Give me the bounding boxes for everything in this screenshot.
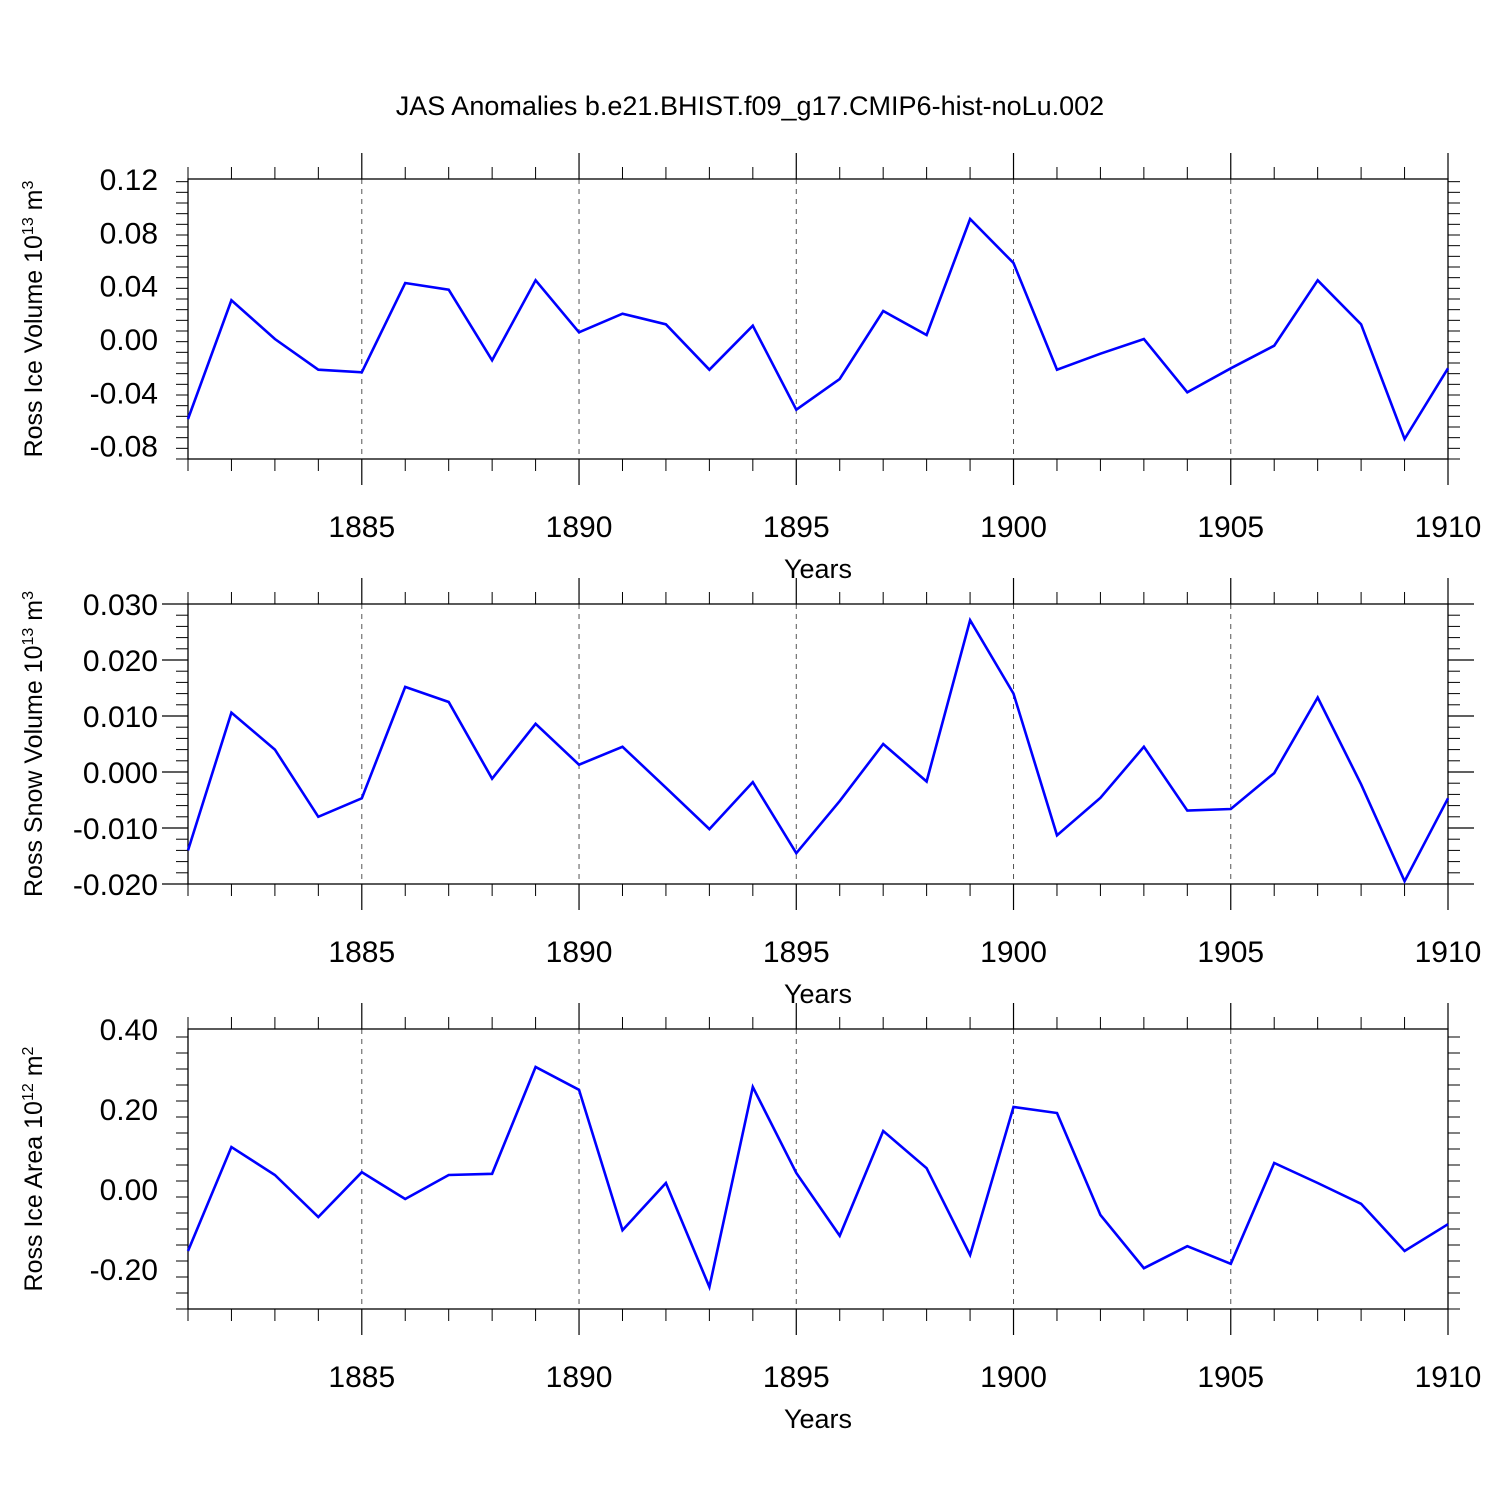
series-line	[186, 216, 1450, 442]
x-tick-label: 1890	[546, 511, 613, 544]
x-tick-label: 1885	[328, 936, 395, 969]
y-tick-label: 0.20	[100, 1094, 158, 1127]
plot-frame	[187, 603, 1449, 885]
x-tick-label: 1900	[980, 936, 1047, 969]
x-tick-label: 1895	[763, 936, 830, 969]
x-tick-label: 1890	[546, 1361, 613, 1394]
figure-title: JAS Anomalies b.e21.BHIST.f09_g17.CMIP6-…	[396, 91, 1104, 121]
y-tick-label: 0.030	[83, 589, 158, 622]
y-tick-label: -0.08	[90, 431, 158, 464]
y-tick-label: 0.010	[83, 701, 158, 734]
x-tick-label: 1905	[1197, 936, 1264, 969]
panel-1: 0.12 0.08 0.04 0.00 -0.04 -0.08 1885 1890 1895 19…	[20, 153, 1481, 584]
x-tick-label: 1905	[1197, 511, 1264, 544]
x-tick-label: 1910	[1415, 511, 1482, 544]
x-tick-label: 1900	[980, 511, 1047, 544]
x-tick-label: 1895	[763, 1361, 830, 1394]
y-tick-label: 0.00	[100, 324, 158, 357]
y-tick-label: -0.020	[73, 869, 158, 902]
series-line	[186, 1065, 1449, 1292]
x-tick-label: 1905	[1197, 1361, 1264, 1394]
y-tick-label: 0.00	[100, 1174, 158, 1207]
x-tick-label: 1885	[328, 511, 395, 544]
series-line	[186, 616, 1450, 885]
x-tick-label: 1910	[1415, 936, 1482, 969]
y-tick-label: 0.000	[83, 757, 158, 790]
y-axis-label: Ross Ice Volume 1013 m3	[20, 180, 48, 457]
y-tick-label: 0.08	[100, 217, 158, 250]
x-tick-label: 1895	[763, 511, 830, 544]
y-tick-label: 0.40	[100, 1014, 158, 1047]
x-tick-label: 1890	[546, 936, 613, 969]
x-axis-label: Years	[784, 1404, 852, 1434]
y-tick-label: -0.20	[90, 1254, 158, 1287]
x-tick-label: 1885	[328, 1361, 395, 1394]
x-tick-label: 1900	[980, 1361, 1047, 1394]
plot-frame	[187, 178, 1449, 460]
panel-3: 0.40 0.20 0.00 -0.20 1885 1890 1895 1900 1905 191…	[20, 1003, 1481, 1434]
y-tick-label: 0.12	[100, 164, 158, 197]
x-axis-label: Years	[784, 554, 852, 584]
y-tick-label: -0.04	[90, 377, 158, 410]
x-axis-label: Years	[784, 979, 852, 1009]
y-tick-label: 0.020	[83, 645, 158, 678]
y-axis-label: Ross Ice Area 1012 m2	[20, 1046, 48, 1291]
y-axis-label: Ross Snow Volume 1013 m3	[20, 591, 48, 897]
panel-2: 0.030 0.020 0.010 0.000 -0.010 -0.020 1885 1890…	[20, 578, 1481, 1009]
y-tick-label: -0.010	[73, 813, 158, 846]
y-tick-label: 0.04	[100, 271, 158, 304]
plot-frame	[187, 1028, 1449, 1310]
x-tick-label: 1910	[1415, 1361, 1482, 1394]
